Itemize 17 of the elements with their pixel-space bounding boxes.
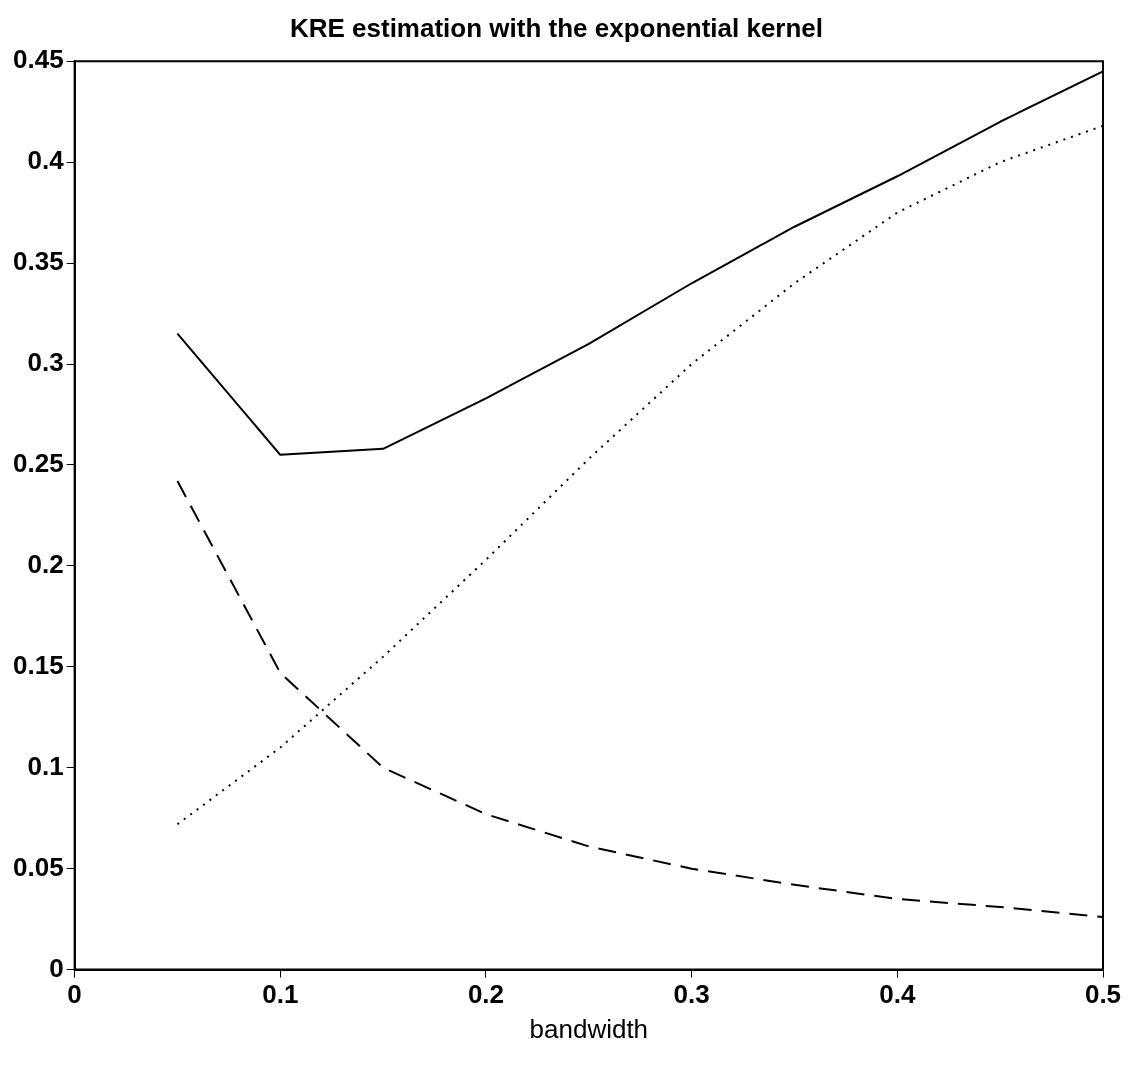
chart-title: KRE estimation with the exponential kernel (289, 12, 824, 43)
y-tick-label: 0.4 (27, 145, 65, 176)
y-tick-label: 0.45 (12, 44, 64, 75)
x-tick-label: 0.3 (673, 979, 710, 1010)
y-tick-label: 0 (49, 952, 64, 983)
y-tick-label: 0.15 (12, 649, 64, 680)
y-tick-label: 0.35 (12, 246, 64, 277)
x-tick-label: 0.5 (1084, 979, 1122, 1010)
y-tick-label: 0.2 (27, 549, 64, 580)
y-tick-label: 0.25 (12, 448, 64, 479)
y-tick-label: 0.1 (27, 750, 64, 781)
y-tick-label: 0.05 (12, 851, 64, 882)
x-tick-label: 0.1 (262, 979, 299, 1010)
y-tick-label: 0.3 (27, 347, 64, 378)
x-tick-label: 0.2 (467, 979, 505, 1010)
x-axis-title: bandwidth (529, 1013, 649, 1044)
x-tick-label: 0.4 (879, 979, 916, 1010)
